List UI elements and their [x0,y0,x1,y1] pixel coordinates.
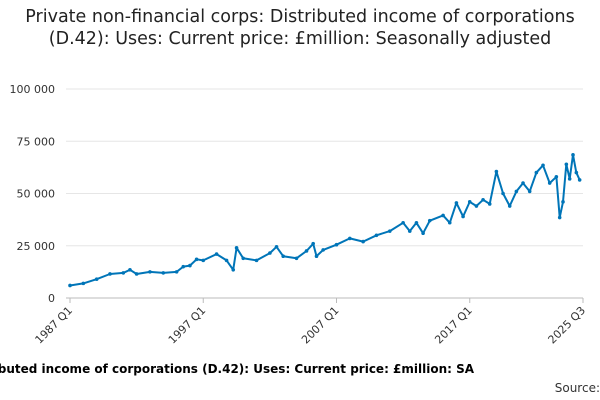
x-tick-label: 1987 Q1 [33,304,76,347]
y-tick-label: 100 000 [10,83,56,96]
data-point [161,271,166,275]
data-point [487,202,492,206]
data-point [361,239,365,244]
x-tick-label: 2017 Q1 [432,304,475,347]
data-point [507,204,512,208]
data-point [108,272,112,276]
data-point [188,263,192,268]
data-point [441,213,445,218]
data-point [214,252,219,256]
data-point [454,201,459,205]
data-point [474,204,479,208]
data-point [421,231,425,236]
data-point [534,170,539,175]
data-point [268,251,272,255]
data-point [321,248,325,252]
data-point [241,256,246,261]
data-point [414,220,419,225]
data-point [501,191,505,196]
x-axis-ticks: 1987 Q1 1997 Q1 2007 Q1 2017 Q1 2025 Q3 [33,298,589,347]
data-point [554,174,559,179]
data-point [231,267,236,272]
series-line [69,153,581,287]
data-point [387,229,392,233]
data-point [314,254,319,258]
data-point [128,267,132,272]
x-tick-label: 2025 Q3 [546,304,589,347]
y-tick-label: 0 [48,292,55,305]
data-point [561,200,565,204]
legend-entry: Private non-financial corps: Distributed… [0,362,475,376]
data-point [527,189,532,194]
data-point [134,272,139,276]
data-point [224,258,229,263]
data-point [334,242,339,247]
data-point [427,218,432,223]
series-points [68,153,582,288]
data-point [567,177,572,181]
data-point [121,271,126,275]
data-point [94,277,99,281]
x-tick-label: 1997 Q1 [166,304,209,347]
data-point [274,244,279,249]
data-point [514,189,519,194]
data-point [481,197,485,202]
data-point [304,249,309,253]
data-point [148,270,152,274]
y-tick-label: 75 000 [17,135,56,148]
data-point [348,236,352,241]
data-point [281,254,285,258]
data-point [447,220,452,225]
data-point [521,181,525,185]
data-point [234,246,239,250]
y-tick-label: 50 000 [17,188,56,201]
data-point [547,181,552,185]
data-point [311,241,315,246]
data-point [494,169,499,174]
data-point [294,256,299,261]
data-point [194,257,199,262]
x-tick-label: 2007 Q1 [299,304,342,347]
data-point [374,233,379,238]
y-axis-ticks: 0 25 000 50 000 75 000 100 000 [10,83,56,305]
gridlines [66,88,583,247]
data-point [81,281,86,286]
data-point [254,258,259,263]
data-point [571,153,575,157]
data-point [577,178,582,182]
data-point [401,220,405,225]
data-point [201,258,206,263]
data-point [564,162,569,167]
data-point [461,214,465,219]
chart-title: Private non-financial corps: Distributed… [25,7,575,49]
data-point [407,229,412,233]
data-point [68,283,72,288]
data-point [541,163,545,168]
data-point [467,200,472,204]
data-point [574,170,579,175]
data-point [557,215,562,220]
data-point [174,270,179,274]
data-point [181,264,186,269]
y-tick-label: 25 000 [17,240,56,253]
source-label: Source: [554,381,600,395]
